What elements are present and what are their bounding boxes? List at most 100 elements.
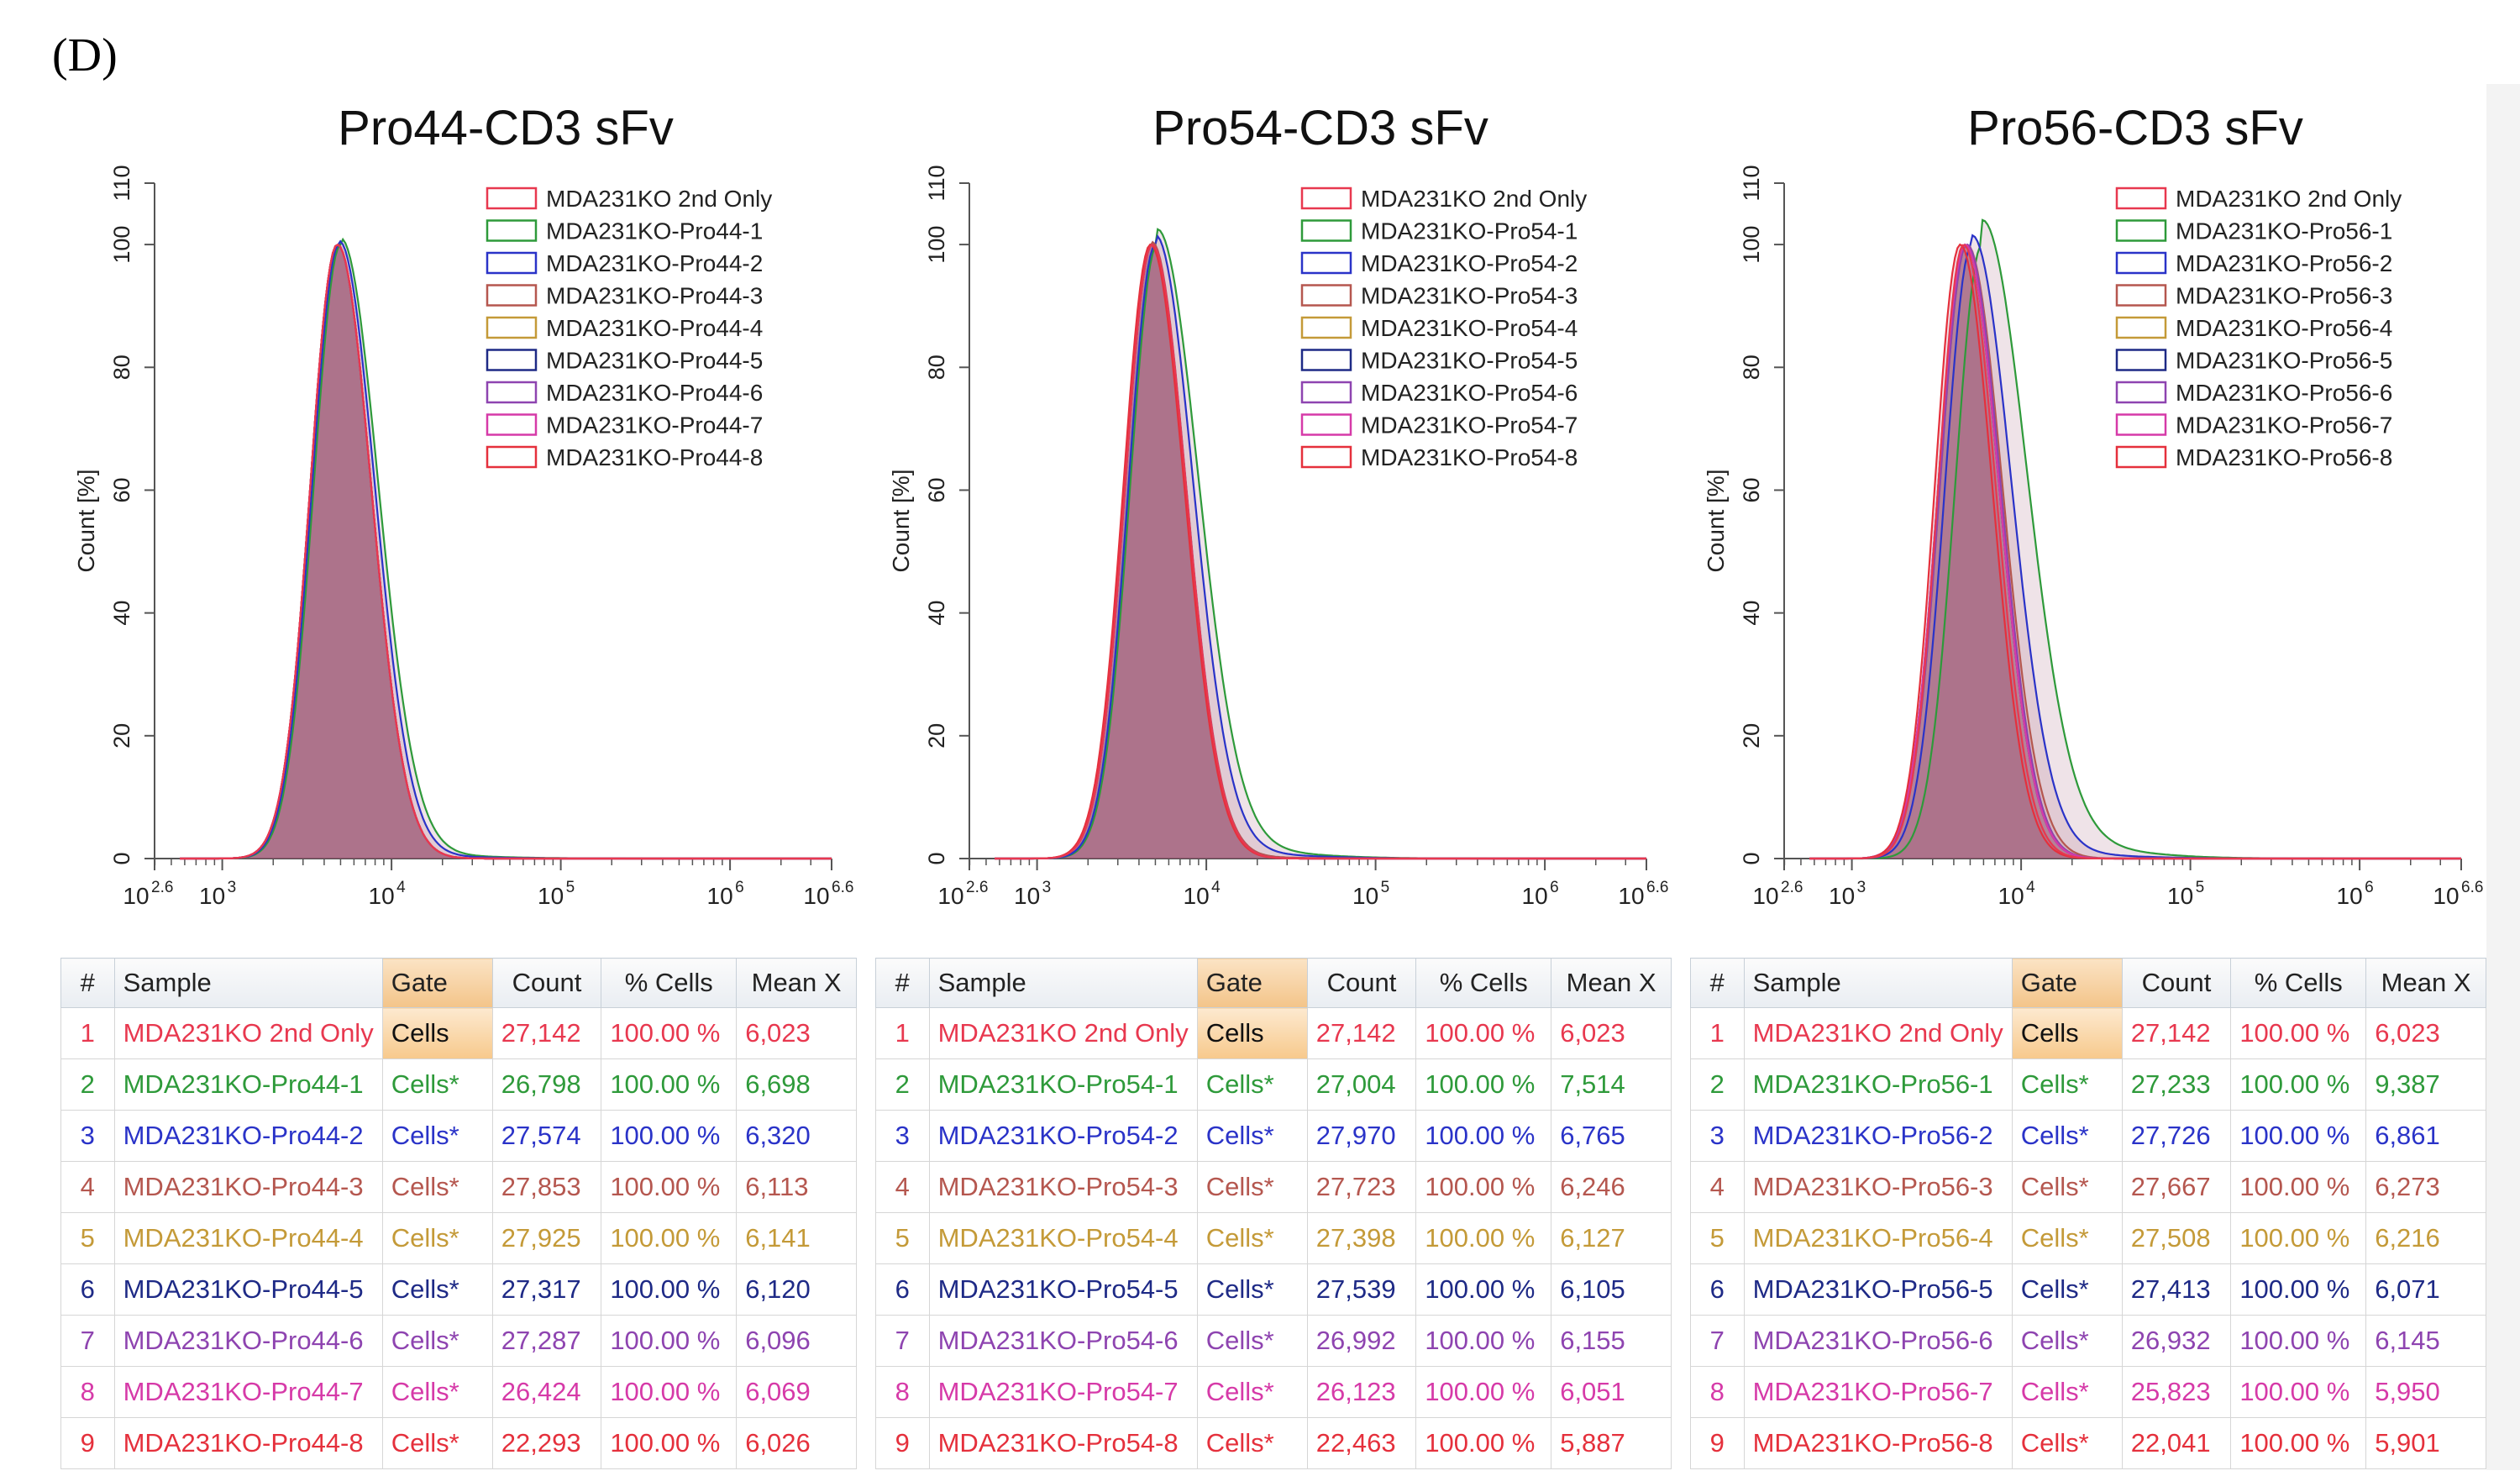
mean-x-cell: 6,698 — [736, 1058, 857, 1111]
column-header[interactable]: # — [875, 958, 930, 1008]
column-header[interactable]: Gate — [1196, 958, 1308, 1008]
gate-cell: Cells* — [1196, 1110, 1308, 1162]
table-row[interactable]: 8 MDA231KO-Pro54-7 Cells* 26,123 100.00 % 6,0… — [875, 1366, 1672, 1418]
table-row[interactable]: 6 MDA231KO-Pro44-5 Cells* 27,317 100.00 % 6,1… — [60, 1263, 857, 1316]
y-tick-label: 20 — [109, 723, 134, 749]
column-header[interactable]: Mean X — [1551, 958, 1672, 1008]
legend-swatch — [2115, 284, 2167, 307]
gate-cell: Cells* — [2011, 1315, 2123, 1367]
column-header[interactable]: % Cells — [1415, 958, 1552, 1008]
column-header[interactable]: Sample — [1743, 958, 2013, 1008]
percent-cells-cell: 100.00 % — [2230, 1417, 2367, 1469]
row-index: 9 — [1690, 1417, 1745, 1469]
mean-x-cell: 6,127 — [1551, 1212, 1672, 1264]
table-row[interactable]: 5 MDA231KO-Pro44-4 Cells* 27,925 100.00 % 6,1… — [60, 1212, 857, 1264]
column-header[interactable]: Count — [1306, 958, 1417, 1008]
mean-x-cell: 7,514 — [1551, 1058, 1672, 1111]
sample-cell: MDA231KO-Pro56-8 — [1743, 1417, 2013, 1469]
table-row[interactable]: 1 MDA231KO 2nd Only Cells 27,142 100.00 % 6,0… — [1690, 1007, 2486, 1059]
column-header[interactable]: # — [1690, 958, 1745, 1008]
legend-swatch — [1300, 381, 1352, 404]
x-tick-base: 10 — [1184, 883, 1210, 909]
table-row[interactable]: 9 MDA231KO-Pro56-8 Cells* 22,041 100.00 % 5,9… — [1690, 1417, 2486, 1469]
x-tick-base: 10 — [937, 883, 963, 909]
column-header[interactable]: Sample — [113, 958, 383, 1008]
percent-cells-cell: 100.00 % — [601, 1417, 738, 1469]
count-cell: 27,142 — [2121, 1007, 2232, 1059]
table-row[interactable]: 3 MDA231KO-Pro44-2 Cells* 27,574 100.00 % 6,3… — [60, 1110, 857, 1162]
x-tick-label: 10 5 — [2167, 879, 2204, 909]
table-row[interactable]: 2 MDA231KO-Pro54-1 Cells* 27,004 100.00 % 7,5… — [875, 1058, 1672, 1111]
mean-x-cell: 6,026 — [736, 1417, 857, 1469]
x-tick-label: 10 6.6 — [2433, 879, 2483, 909]
table-row[interactable]: 7 MDA231KO-Pro54-6 Cells* 26,992 100.00 % 6,1… — [875, 1315, 1672, 1367]
column-header[interactable]: Sample — [928, 958, 1198, 1008]
table-row[interactable]: 7 MDA231KO-Pro56-6 Cells* 26,932 100.00 % 6,1… — [1690, 1315, 2486, 1367]
sample-cell: MDA231KO-Pro54-4 — [928, 1212, 1198, 1264]
series-line-1 — [995, 243, 1646, 860]
percent-cells-cell: 100.00 % — [1415, 1007, 1552, 1059]
x-tick-base: 10 — [1998, 883, 2024, 909]
legend-swatch — [2115, 349, 2167, 371]
series-fill-1 — [1809, 244, 2461, 859]
column-header[interactable]: Count — [2121, 958, 2232, 1008]
column-header[interactable]: % Cells — [601, 958, 738, 1008]
series-fill-7 — [1809, 244, 2461, 859]
table-row[interactable]: 4 MDA231KO-Pro44-3 Cells* 27,853 100.00 % 6,1… — [60, 1161, 857, 1213]
count-cell: 27,142 — [491, 1007, 602, 1059]
table-row[interactable]: 5 MDA231KO-Pro54-4 Cells* 27,398 100.00 % 6,1… — [875, 1212, 1672, 1264]
mean-x-cell: 6,145 — [2365, 1315, 2486, 1367]
table-row[interactable]: 9 MDA231KO-Pro54-8 Cells* 22,463 100.00 % 5,8… — [875, 1417, 1672, 1469]
table-row[interactable]: 6 MDA231KO-Pro56-5 Cells* 27,413 100.00 % 6,0… — [1690, 1263, 2486, 1316]
table-row[interactable]: 9 MDA231KO-Pro44-8 Cells* 22,293 100.00 % 6,0… — [60, 1417, 857, 1469]
percent-cells-cell: 100.00 % — [1415, 1417, 1552, 1469]
mean-x-cell: 6,320 — [736, 1110, 857, 1162]
column-header[interactable]: # — [60, 958, 115, 1008]
mean-x-cell: 6,273 — [2365, 1161, 2486, 1213]
x-tick-exponent: 3 — [228, 879, 237, 896]
x-tick-exponent: 5 — [566, 879, 575, 896]
table-row[interactable]: 4 MDA231KO-Pro54-3 Cells* 27,723 100.00 % 6,2… — [875, 1161, 1672, 1213]
y-axis-label: Count [%] — [888, 470, 914, 573]
panel-pro56: Pro56-CD3 sFv 0 20 40 60 80 100 110 Count [%] 10 2… — [1680, 84, 2486, 1470]
series-fill-4 — [1809, 244, 2461, 859]
series-fill-3 — [995, 236, 1646, 859]
table-row[interactable]: 3 MDA231KO-Pro54-2 Cells* 27,970 100.00 % 6,7… — [875, 1110, 1672, 1162]
table-row[interactable]: 2 MDA231KO-Pro44-1 Cells* 26,798 100.00 % 6,6… — [60, 1058, 857, 1111]
table-row[interactable]: 2 MDA231KO-Pro56-1 Cells* 27,233 100.00 % 9,3… — [1690, 1058, 2486, 1111]
column-header[interactable]: Mean X — [736, 958, 857, 1008]
table-row[interactable]: 7 MDA231KO-Pro44-6 Cells* 27,287 100.00 % 6,0… — [60, 1315, 857, 1367]
mean-x-cell: 6,023 — [736, 1007, 857, 1059]
percent-cells-cell: 100.00 % — [601, 1007, 738, 1059]
row-index: 6 — [60, 1263, 115, 1316]
x-tick-base: 10 — [123, 883, 149, 909]
row-index: 5 — [60, 1212, 115, 1264]
sample-cell: MDA231KO-Pro56-7 — [1743, 1366, 2013, 1418]
percent-cells-cell: 100.00 % — [2230, 1007, 2367, 1059]
row-index: 4 — [60, 1161, 115, 1213]
percent-cells-cell: 100.00 % — [1415, 1315, 1552, 1367]
y-tick-label: 40 — [1739, 601, 1764, 626]
column-header[interactable]: % Cells — [2230, 958, 2367, 1008]
column-header[interactable]: Gate — [381, 958, 493, 1008]
table-row[interactable]: 5 MDA231KO-Pro56-4 Cells* 27,508 100.00 % 6,2… — [1690, 1212, 2486, 1264]
series-fill-2 — [180, 239, 832, 859]
table-row[interactable]: 1 MDA231KO 2nd Only Cells 27,142 100.00 % 6,0… — [875, 1007, 1672, 1059]
column-header[interactable]: Gate — [2011, 958, 2123, 1008]
percent-cells-cell: 100.00 % — [601, 1315, 738, 1367]
series-line-1 — [180, 243, 832, 860]
table-row[interactable]: 3 MDA231KO-Pro56-2 Cells* 27,726 100.00 % 6,8… — [1690, 1110, 2486, 1162]
column-header[interactable]: Mean X — [2365, 958, 2486, 1008]
table-row[interactable]: 8 MDA231KO-Pro56-7 Cells* 25,823 100.00 % 5,9… — [1690, 1366, 2486, 1418]
mean-x-cell: 9,387 — [2365, 1058, 2486, 1111]
count-cell: 27,539 — [1306, 1263, 1417, 1316]
sample-cell: MDA231KO-Pro54-3 — [928, 1161, 1198, 1213]
row-index: 1 — [1690, 1007, 1745, 1059]
table-row[interactable]: 6 MDA231KO-Pro54-5 Cells* 27,539 100.00 % 6,1… — [875, 1263, 1672, 1316]
series-fill-9 — [995, 244, 1646, 859]
series-fill-5 — [1809, 244, 2461, 859]
table-row[interactable]: 8 MDA231KO-Pro44-7 Cells* 26,424 100.00 % 6,0… — [60, 1366, 857, 1418]
table-row[interactable]: 4 MDA231KO-Pro56-3 Cells* 27,667 100.00 % 6,2… — [1690, 1161, 2486, 1213]
table-row[interactable]: 1 MDA231KO 2nd Only Cells 27,142 100.00 % 6,0… — [60, 1007, 857, 1059]
column-header[interactable]: Count — [491, 958, 602, 1008]
